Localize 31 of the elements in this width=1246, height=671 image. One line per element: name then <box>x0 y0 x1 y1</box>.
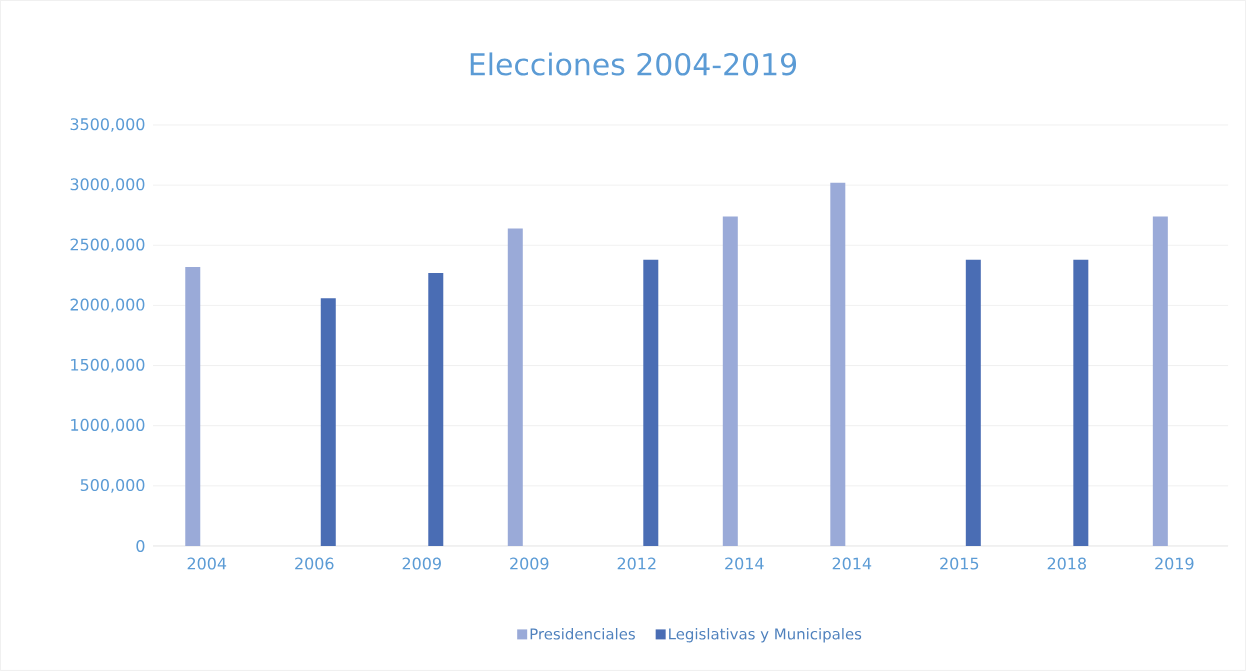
bar <box>320 298 336 546</box>
x-tick-label: 2014 <box>725 557 764 570</box>
bar <box>428 272 444 546</box>
bar <box>965 259 981 546</box>
x-tick-label: 2014 <box>832 557 872 570</box>
x-tick-label: 2012 <box>617 557 656 570</box>
x-tick-label: 2006 <box>295 557 334 570</box>
legend-label: Legislativas y Municipales <box>669 627 862 643</box>
x-tick-label: 2019 <box>1155 557 1194 570</box>
bar <box>1073 259 1089 546</box>
bar <box>507 228 523 546</box>
x-tick-label: 2009 <box>402 557 441 570</box>
legend-label: Presidenciales <box>530 627 635 640</box>
y-tick-label: 0 <box>136 539 145 553</box>
x-tick-label: 2018 <box>1047 557 1086 570</box>
y-tick-label: 3000,000 <box>70 178 145 192</box>
bar <box>1152 216 1168 546</box>
x-tick-label: 2004 <box>187 557 227 570</box>
y-tick-label: 500,000 <box>80 479 145 493</box>
bar <box>185 266 201 546</box>
chart-title: Elecciones 2004-2019 <box>470 52 797 76</box>
y-tick-label: 3500,000 <box>70 118 145 132</box>
y-tick-label: 2000,000 <box>70 298 145 313</box>
bar <box>830 182 846 546</box>
y-tick-label: 1000,000 <box>71 418 145 433</box>
y-tick-label: 2500,000 <box>70 238 145 253</box>
y-tick-label: 1500,000 <box>71 358 145 373</box>
bar <box>722 216 738 546</box>
bar <box>643 259 659 546</box>
x-tick-label: 2009 <box>510 557 549 570</box>
x-tick-label: 2015 <box>940 557 979 570</box>
